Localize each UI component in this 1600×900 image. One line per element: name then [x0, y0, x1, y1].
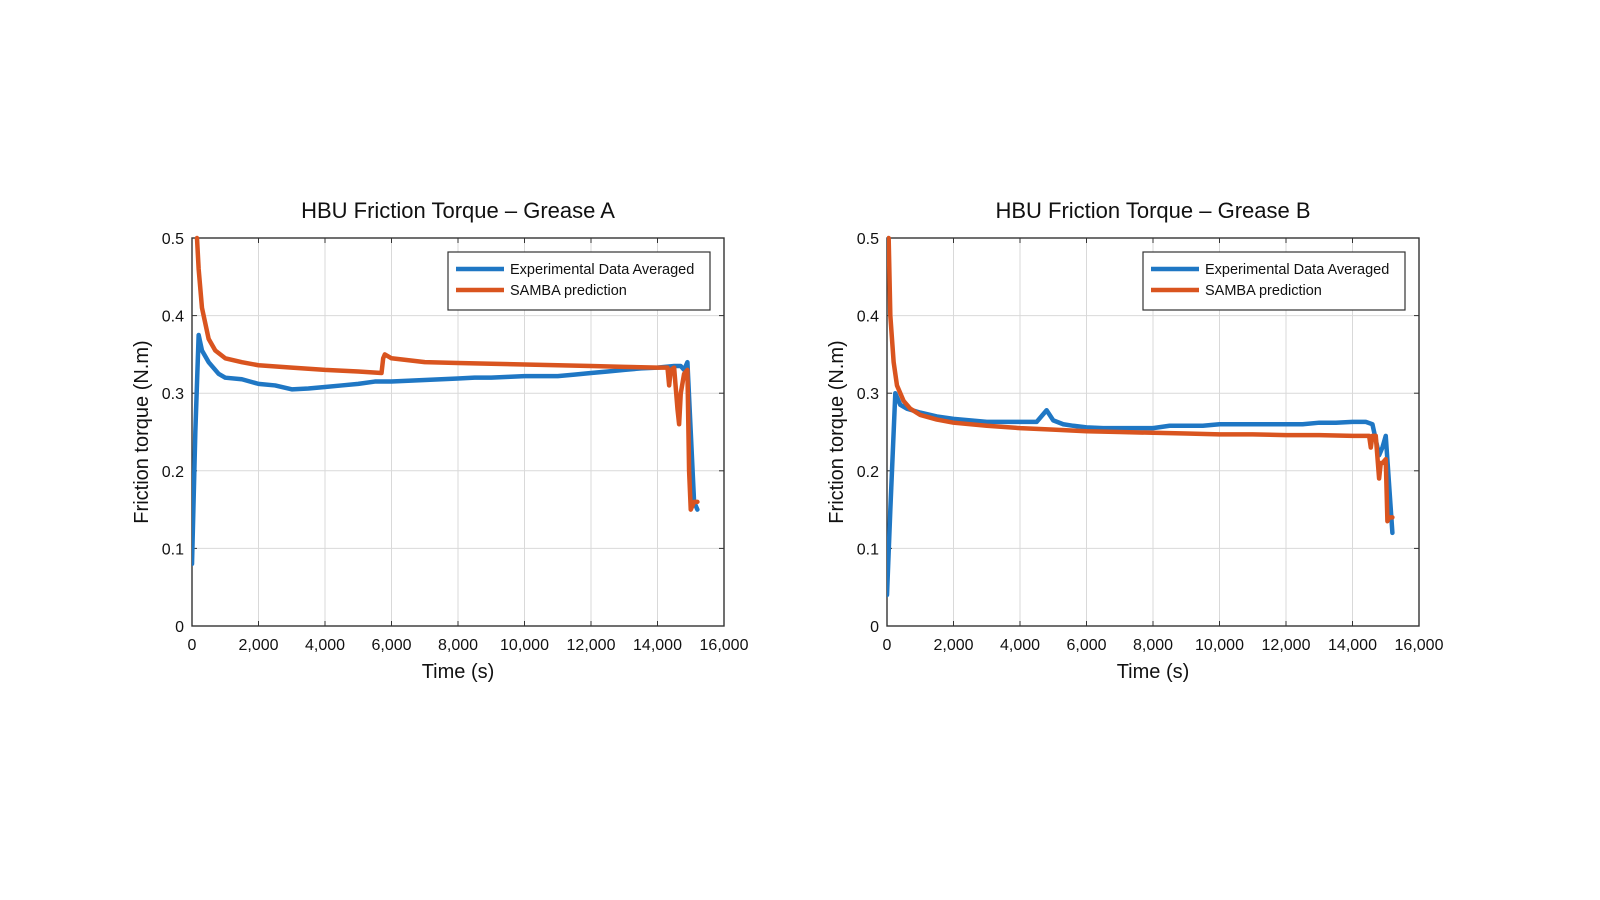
chart-1-series-0-line: [887, 390, 1395, 598]
chart-1-legend-label-0: Experimental Data Averaged: [1205, 262, 1389, 278]
chart-1-ytick-label-5: 0.5: [857, 231, 879, 248]
chart-0-ytick-label-0: 0: [175, 619, 184, 636]
chart-1-xtick-label-6: 12,000: [1262, 637, 1311, 654]
chart-1-legend-label-1: SAMBA prediction: [1205, 283, 1322, 299]
chart-1-xtick-label-8: 16,000: [1395, 637, 1444, 654]
chart-1-title: HBU Friction Torque – Grease B: [995, 198, 1310, 223]
chart-1-ylabel: Friction torque (N.m): [826, 340, 848, 523]
chart-0-xtick-label-6: 12,000: [567, 637, 616, 654]
chart-0-xtick-label-3: 6,000: [371, 637, 411, 654]
chart-1-xtick-label-0: 0: [883, 637, 892, 654]
chart-1-ytick-label-3: 0.3: [857, 386, 879, 403]
chart-0-xtick-label-0: 0: [188, 637, 197, 654]
chart-0-xtick-label-7: 14,000: [633, 637, 682, 654]
chart-0-xtick-label-2: 4,000: [305, 637, 345, 654]
chart-1-xtick-label-1: 2,000: [933, 637, 973, 654]
chart-1-ytick-label-0: 0: [870, 619, 879, 636]
chart-0-ytick-label-2: 0.2: [162, 464, 184, 481]
chart-1-xtick-label-3: 6,000: [1066, 637, 1106, 654]
chart-0-ytick-label-4: 0.4: [162, 309, 184, 326]
chart-1-xtick-label-4: 8,000: [1133, 637, 1173, 654]
chart-0-legend-box: [447, 251, 711, 311]
chart-1-ytick-label-1: 0.1: [857, 541, 879, 558]
chart-1-xtick-label-5: 10,000: [1195, 637, 1244, 654]
chart-grease-a-svg: HBU Friction Torque – Grease A 0 2,000 4,00…: [131, 198, 749, 683]
chart-1-legend: Experimental Data Averaged SAMBA predicti…: [1142, 251, 1406, 311]
chart-0-title: HBU Friction Torque – Grease A: [301, 198, 615, 223]
chart-1-xtick-label-2: 4,000: [1000, 637, 1040, 654]
chart-1-ytick-label-2: 0.2: [857, 464, 879, 481]
chart-0-legend-label-0: Experimental Data Averaged: [510, 262, 694, 278]
chart-0-ylabel: Friction torque (N.m): [131, 340, 153, 523]
chart-0-legend: Experimental Data Averaged SAMBA predicti…: [447, 251, 711, 311]
chart-1-legend-box: [1142, 251, 1406, 311]
chart-0-xtick-label-8: 16,000: [700, 637, 749, 654]
chart-0-xtick-label-5: 10,000: [500, 637, 549, 654]
chart-0-ytick-label-1: 0.1: [162, 541, 184, 558]
chart-grease-b: HBU Friction Torque – Grease B 0 2,000 4,00…: [815, 190, 1515, 710]
chart-0-xtick-label-1: 2,000: [238, 637, 278, 654]
chart-0-ytick-label-3: 0.3: [162, 386, 184, 403]
chart-0-legend-label-1: SAMBA prediction: [510, 283, 627, 299]
chart-0-xtick-label-4: 8,000: [438, 637, 478, 654]
chart-grease-a: HBU Friction Torque – Grease A 0 2,000 4,00…: [120, 190, 820, 710]
chart-0-ytick-label-5: 0.5: [162, 231, 184, 248]
chart-1-series-1-line: [887, 235, 1395, 524]
chart-1-xtick-label-7: 14,000: [1328, 637, 1377, 654]
chart-grease-b-svg: HBU Friction Torque – Grease B 0 2,000 4,00…: [826, 198, 1444, 683]
chart-1-ytick-label-4: 0.4: [857, 309, 879, 326]
chart-1-xlabel: Time (s): [1117, 661, 1190, 683]
chart-0-series-1-line: [194, 235, 700, 512]
chart-0-xlabel: Time (s): [422, 661, 495, 683]
